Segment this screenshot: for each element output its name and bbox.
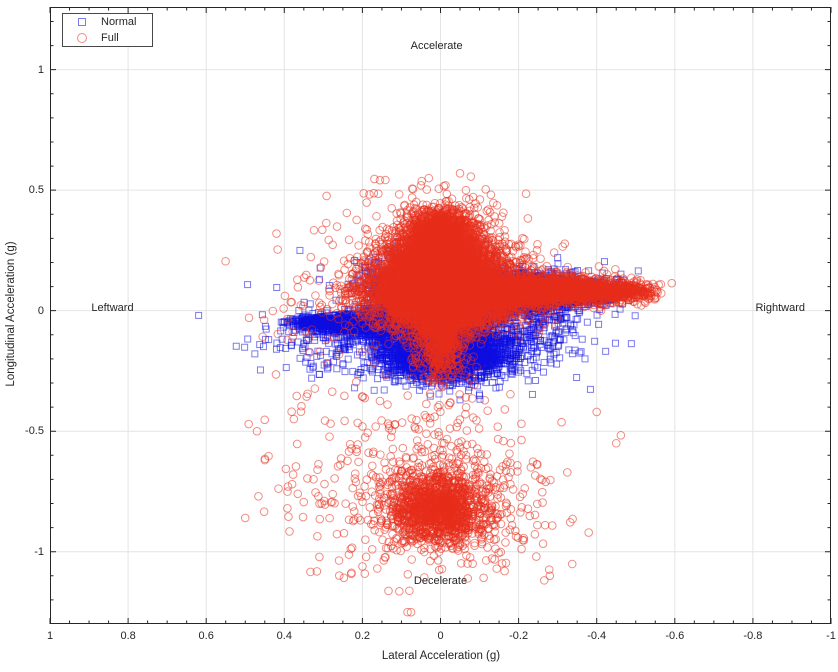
x-axis-label: Lateral Acceleration (g) bbox=[381, 650, 501, 662]
x-tick-label: 0.4 bbox=[276, 630, 292, 642]
legend-square-marker-icon bbox=[63, 18, 101, 26]
annotation-accelerate: Accelerate bbox=[410, 39, 463, 52]
y-tick-label: 0 bbox=[37, 304, 44, 317]
legend-item-full: Full bbox=[63, 30, 152, 46]
y-tick-label: 0.5 bbox=[28, 184, 44, 197]
legend-label: Normal bbox=[101, 16, 137, 28]
y-axis-label: Longitudinal Acceleration (g) bbox=[5, 241, 17, 387]
y-tick-label: 1 bbox=[37, 63, 44, 76]
annotation-decelerate: Decelerate bbox=[413, 574, 468, 587]
legend: Normal Full bbox=[62, 13, 153, 47]
y-tick-label: -0.5 bbox=[25, 425, 44, 438]
x-tick-label: -0.2 bbox=[509, 630, 529, 642]
y-tick-label: -1 bbox=[34, 545, 44, 558]
x-tick-label: -0.8 bbox=[743, 630, 763, 642]
x-tick-label: 0.8 bbox=[120, 630, 136, 642]
legend-label: Full bbox=[101, 32, 119, 44]
legend-item-normal: Normal bbox=[63, 14, 152, 30]
x-tick-label: -1 bbox=[826, 630, 836, 642]
x-tick-label: -0.4 bbox=[587, 630, 607, 642]
x-tick-label: 0.2 bbox=[354, 630, 371, 642]
x-tick-label: 1 bbox=[46, 630, 54, 642]
annotation-leftward: Leftward bbox=[91, 302, 134, 315]
legend-circle-marker-icon bbox=[63, 33, 101, 43]
x-tick-label: 0.6 bbox=[198, 630, 214, 642]
annotation-rightward: Rightward bbox=[755, 302, 805, 315]
x-tick-label: 0 bbox=[437, 630, 444, 642]
x-tick-label: -0.6 bbox=[665, 630, 685, 642]
